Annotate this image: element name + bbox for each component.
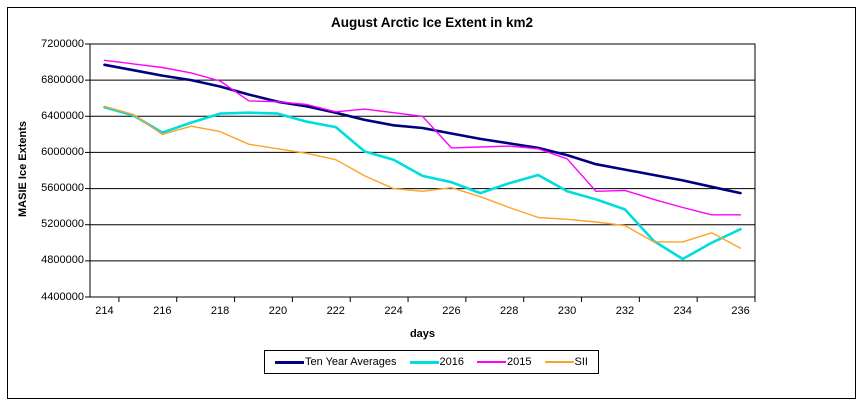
x-tick-label: 222: [326, 305, 345, 317]
legend-item: 2016: [409, 356, 465, 368]
x-tick-label: 234: [673, 305, 692, 317]
plot-border: [89, 43, 756, 298]
legend-label: 2016: [439, 356, 465, 368]
chart-outer-border: [7, 7, 856, 399]
legend-item: SII: [544, 356, 588, 368]
y-tick-label: 5600000: [41, 182, 84, 195]
y-tick-label: 6400000: [41, 109, 84, 122]
legend-item: 2015: [477, 356, 532, 368]
legend: Ten Year Averages 2016 2015 SII: [264, 350, 599, 374]
y-tick-label: 7200000: [41, 37, 84, 50]
y-tick-label: 4800000: [41, 254, 84, 267]
legend-line-swatch: [477, 361, 507, 363]
legend-label: 2015: [507, 356, 532, 368]
legend-line-swatch: [409, 360, 439, 364]
legend-label: Ten Year Averages: [305, 356, 397, 368]
x-tick-label: 226: [442, 305, 461, 317]
chart-title: August Arctic Ice Extent in km2: [330, 15, 534, 30]
x-tick-label: 216: [153, 305, 172, 317]
y-tick-label: 6000000: [41, 145, 84, 158]
y-tick-label: 5200000: [41, 218, 84, 231]
x-tick-label: 236: [731, 305, 750, 317]
y-tick-label: 4400000: [41, 290, 84, 303]
x-tick-label: 228: [500, 305, 519, 317]
y-tick-label: 6800000: [41, 73, 84, 86]
legend-line-swatch: [544, 361, 574, 363]
series-line-2016: [103, 106, 742, 261]
legend-label: SII: [574, 356, 588, 368]
series-line-sii: [103, 105, 742, 249]
x-tick-label: 220: [268, 305, 288, 317]
x-tick-label: 214: [95, 305, 114, 317]
x-axis-title: days: [409, 328, 436, 340]
x-tick-label: 224: [384, 305, 403, 317]
series-line-ten-year-averages: [103, 63, 742, 195]
x-tick-label: 230: [557, 305, 577, 317]
x-tick-label: 218: [210, 305, 230, 317]
series-line-2015: [103, 59, 742, 216]
legend-item: Ten Year Averages: [275, 356, 397, 368]
x-tick-label: 232: [615, 305, 635, 317]
legend-line-swatch: [275, 360, 304, 364]
